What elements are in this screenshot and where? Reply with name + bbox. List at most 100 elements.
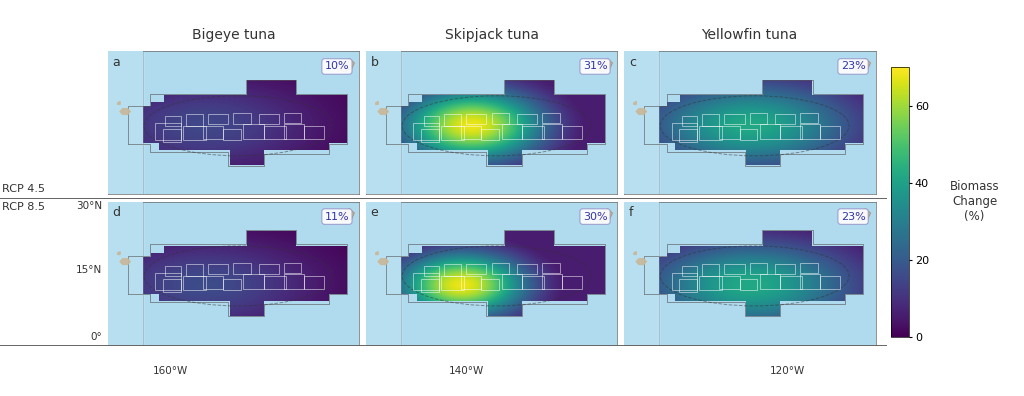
Text: Bigeye tuna: Bigeye tuna <box>191 28 275 42</box>
Text: 23%: 23% <box>841 211 865 222</box>
Bar <box>760 124 780 139</box>
Text: 0°: 0° <box>91 332 102 343</box>
Bar <box>403 202 617 345</box>
Bar <box>780 126 803 139</box>
Bar <box>284 113 301 123</box>
Bar <box>662 202 876 345</box>
Bar <box>284 274 304 289</box>
Bar <box>466 114 486 124</box>
Text: 15°N: 15°N <box>76 265 102 275</box>
Bar <box>183 126 206 140</box>
Bar <box>244 124 263 139</box>
Bar <box>492 263 509 274</box>
Bar <box>163 129 180 141</box>
Bar <box>750 113 767 124</box>
Polygon shape <box>636 109 646 114</box>
Bar <box>800 263 817 273</box>
Bar <box>259 265 279 274</box>
Bar <box>284 124 304 139</box>
Polygon shape <box>853 59 870 72</box>
Text: 120°W: 120°W <box>770 366 805 376</box>
Polygon shape <box>118 251 120 255</box>
Polygon shape <box>118 101 120 105</box>
Bar <box>414 273 438 290</box>
Polygon shape <box>337 59 354 72</box>
Text: d: d <box>113 206 121 219</box>
Bar <box>156 123 180 140</box>
Bar <box>720 276 739 289</box>
Polygon shape <box>595 59 612 72</box>
Polygon shape <box>634 101 636 105</box>
Bar <box>699 276 722 290</box>
Bar <box>701 114 720 126</box>
Bar <box>185 265 203 276</box>
Text: a: a <box>113 56 120 69</box>
Bar <box>185 114 203 126</box>
Bar <box>443 114 461 126</box>
Bar <box>780 276 803 289</box>
Polygon shape <box>378 259 388 265</box>
Bar <box>624 51 659 194</box>
Bar <box>183 276 206 290</box>
Bar <box>461 276 481 289</box>
Bar <box>562 126 583 139</box>
Bar <box>800 124 820 139</box>
Bar <box>502 124 522 139</box>
Bar <box>203 126 223 139</box>
Polygon shape <box>376 101 378 105</box>
Bar <box>682 116 696 126</box>
Bar <box>304 276 324 289</box>
Bar <box>679 129 696 141</box>
Text: Biomass
Change
(%): Biomass Change (%) <box>950 181 999 223</box>
Bar <box>481 279 499 290</box>
Bar <box>156 273 180 290</box>
Bar <box>672 123 696 140</box>
Text: Skipjack tuna: Skipjack tuna <box>444 28 539 42</box>
Text: 11%: 11% <box>325 211 349 222</box>
Bar <box>739 279 757 290</box>
Bar <box>481 129 499 140</box>
Bar <box>414 123 438 140</box>
Bar <box>724 114 744 124</box>
Bar <box>108 51 142 194</box>
Bar <box>775 114 795 124</box>
Bar <box>522 276 545 289</box>
Bar <box>145 51 359 194</box>
Bar <box>366 51 400 194</box>
Bar <box>223 129 241 140</box>
Bar <box>461 126 481 139</box>
Bar <box>263 276 287 289</box>
Text: e: e <box>371 206 379 219</box>
Bar <box>166 116 180 126</box>
Bar <box>502 274 522 289</box>
Polygon shape <box>376 251 378 255</box>
Bar <box>699 126 722 140</box>
Bar <box>163 279 180 291</box>
Bar <box>441 276 464 290</box>
Bar <box>750 263 767 274</box>
Bar <box>820 276 841 289</box>
Polygon shape <box>337 209 354 222</box>
Bar <box>203 276 223 289</box>
Polygon shape <box>853 209 870 222</box>
Bar <box>820 126 841 139</box>
Bar <box>662 51 876 194</box>
Text: 23%: 23% <box>841 61 865 72</box>
Polygon shape <box>378 109 388 114</box>
Text: 160°W: 160°W <box>153 366 188 376</box>
Bar <box>542 274 562 289</box>
Text: 30%: 30% <box>583 211 607 222</box>
Polygon shape <box>595 209 612 222</box>
Bar <box>679 279 696 291</box>
Text: 140°W: 140°W <box>449 366 484 376</box>
Bar <box>244 274 263 289</box>
Bar <box>233 113 251 124</box>
Polygon shape <box>120 109 130 114</box>
Bar <box>542 113 559 123</box>
Bar <box>724 265 744 274</box>
Bar <box>284 263 301 273</box>
Bar <box>492 113 509 124</box>
Bar <box>542 263 559 273</box>
Bar <box>259 114 279 124</box>
Bar <box>517 265 537 274</box>
